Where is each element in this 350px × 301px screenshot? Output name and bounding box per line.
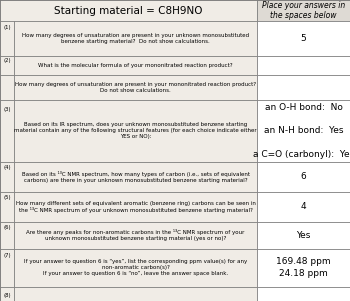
- Text: Starting material = C8H9NO: Starting material = C8H9NO: [54, 5, 203, 16]
- Bar: [257, 287, 350, 301]
- Text: Based on its IR spectrum, does your unknown monosubstituted benzene starting
mat: Based on its IR spectrum, does your unkn…: [14, 122, 257, 139]
- Text: (2): (2): [3, 58, 11, 63]
- Text: How many degrees of unsaturation are present in your unknown monosubstituted
ben: How many degrees of unsaturation are pre…: [22, 33, 249, 44]
- Bar: [14, 222, 257, 249]
- Bar: [14, 21, 257, 56]
- Text: Yes: Yes: [296, 231, 311, 240]
- Bar: [0, 56, 14, 75]
- Text: (8): (8): [3, 293, 11, 298]
- Bar: [0, 222, 14, 249]
- Text: an O-H bond:  No

an N-H bond:  Yes

a C=O (carbonyl):  Yes: an O-H bond: No an N-H bond: Yes a C=O (…: [253, 103, 350, 159]
- Bar: [257, 75, 350, 100]
- Bar: [0, 287, 14, 301]
- Bar: [257, 222, 350, 249]
- Text: What is the molecular formula of your mononitrated reaction product?: What is the molecular formula of your mo…: [38, 63, 233, 68]
- Bar: [0, 192, 14, 222]
- Bar: [14, 75, 257, 100]
- Bar: [0, 162, 14, 192]
- Bar: [257, 162, 350, 192]
- Text: (7): (7): [3, 253, 11, 259]
- Bar: [14, 162, 257, 192]
- Text: 4: 4: [301, 202, 307, 211]
- Bar: [0, 0, 257, 21]
- Text: How many degrees of unsaturation are present in your mononitrated reaction produ: How many degrees of unsaturation are pre…: [15, 82, 256, 93]
- Bar: [14, 56, 257, 75]
- Text: (3): (3): [3, 107, 11, 112]
- Bar: [14, 287, 257, 301]
- Text: (5): (5): [3, 195, 11, 200]
- Text: 169.48 ppm
24.18 ppm: 169.48 ppm 24.18 ppm: [276, 257, 331, 278]
- Bar: [257, 249, 350, 287]
- Bar: [257, 0, 350, 21]
- Text: (4): (4): [3, 165, 11, 170]
- Bar: [0, 100, 14, 162]
- Bar: [0, 75, 14, 100]
- Bar: [257, 21, 350, 56]
- Bar: [14, 249, 257, 287]
- Text: 6: 6: [301, 172, 307, 181]
- Text: (1): (1): [3, 25, 11, 30]
- Bar: [257, 192, 350, 222]
- Text: Based on its ¹³C NMR spectrum, how many types of carbon (i.e., sets of equivalen: Based on its ¹³C NMR spectrum, how many …: [22, 171, 250, 183]
- Bar: [0, 21, 14, 56]
- Text: Place your answers in
the spaces below: Place your answers in the spaces below: [262, 1, 345, 20]
- Text: If your answer to question 6 is “yes”, list the corresponding ppm value(s) for a: If your answer to question 6 is “yes”, l…: [24, 259, 247, 276]
- Text: Are there any peaks for non-aromatic carbons in the ¹³C NMR spectrum of your
unk: Are there any peaks for non-aromatic car…: [27, 229, 245, 241]
- Bar: [14, 192, 257, 222]
- Bar: [0, 249, 14, 287]
- Bar: [257, 100, 350, 162]
- Bar: [14, 100, 257, 162]
- Text: How many different sets of equivalent aromatic (benzene ring) carbons can be see: How many different sets of equivalent ar…: [16, 200, 255, 213]
- Text: 5: 5: [301, 34, 307, 43]
- Bar: [257, 56, 350, 75]
- Text: (6): (6): [3, 225, 11, 230]
